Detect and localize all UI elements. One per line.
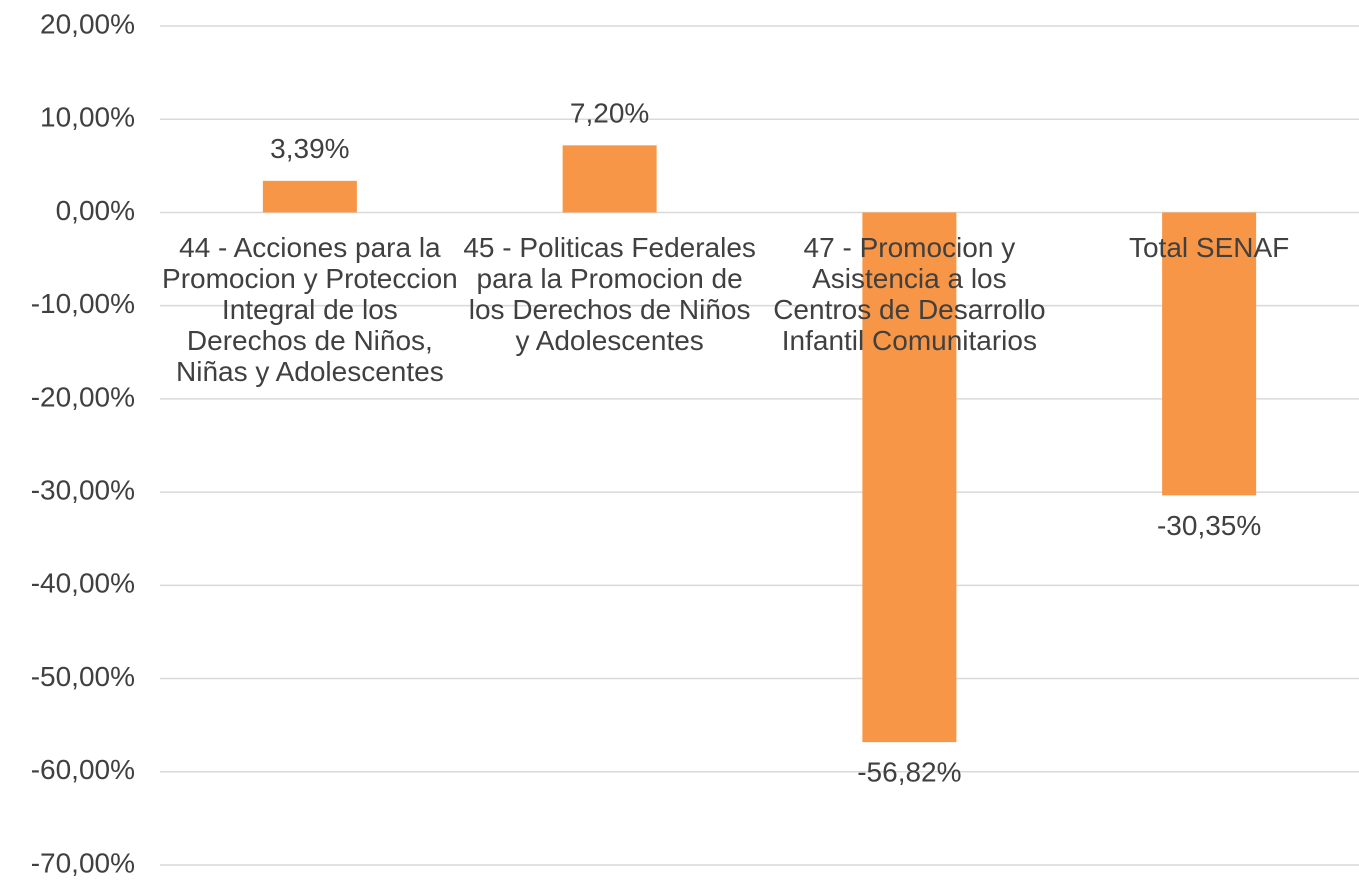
x-tick-label: Total SENAF <box>1128 232 1290 264</box>
data-label: -30,35% <box>1157 510 1261 541</box>
data-label: -56,82% <box>857 757 961 788</box>
bar <box>1162 212 1257 496</box>
y-tick-label: -10,00% <box>31 288 135 319</box>
x-tick-label-box: Total SENAF <box>1128 232 1290 264</box>
y-tick-label: -20,00% <box>31 381 135 412</box>
x-tick-label: 44 - Acciones para la Promocion y Protec… <box>162 232 458 388</box>
y-tick-label: -40,00% <box>31 568 135 599</box>
x-tick-label: 47 - Promocion y Asistencia a los Centro… <box>773 232 1046 357</box>
y-tick-label: 0,00% <box>56 195 135 226</box>
data-label: 7,20% <box>570 98 649 129</box>
y-tick-label: 10,00% <box>40 102 135 133</box>
x-tick-label-box: 44 - Acciones para la Promocion y Protec… <box>162 232 458 388</box>
y-tick-label: 20,00% <box>40 8 135 39</box>
y-tick-label: -50,00% <box>31 661 135 692</box>
bar <box>562 145 657 213</box>
bar <box>862 212 957 743</box>
y-tick-label: -70,00% <box>31 847 135 878</box>
x-tick-label-box: 47 - Promocion y Asistencia a los Centro… <box>773 232 1046 357</box>
data-label: 3,39% <box>270 133 349 164</box>
bar <box>262 180 357 213</box>
x-tick-label: 45 - Politicas Federales para la Promoci… <box>463 232 756 357</box>
x-tick-label-box: 45 - Politicas Federales para la Promoci… <box>463 232 756 357</box>
y-tick-label: -30,00% <box>31 475 135 506</box>
y-tick-label: -60,00% <box>31 754 135 785</box>
